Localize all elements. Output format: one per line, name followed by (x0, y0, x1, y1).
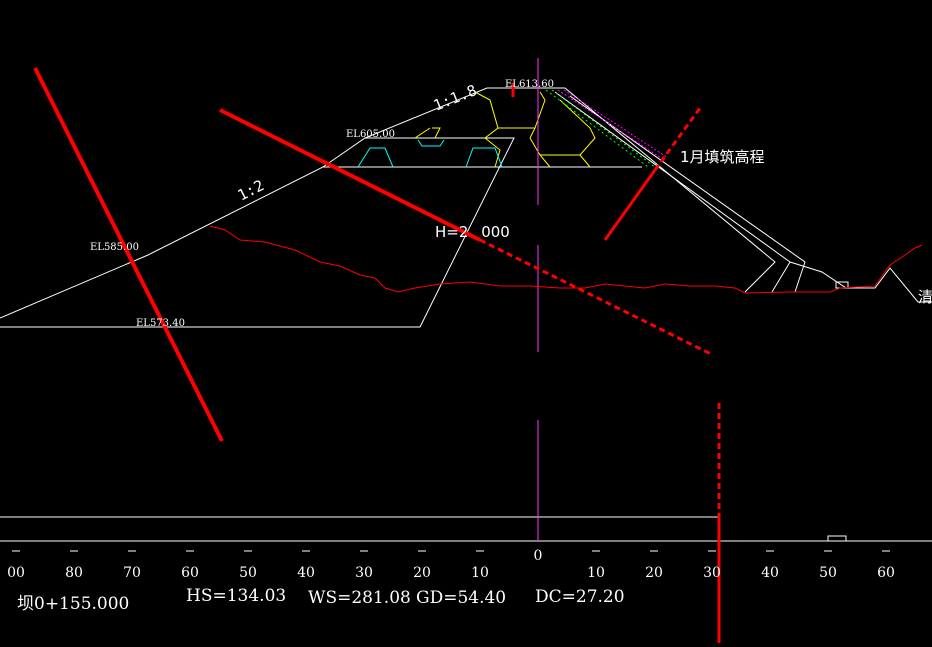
axis-tick-label-left-5: 40 (297, 565, 315, 581)
elevation-base-label: EL573.40 (136, 318, 185, 329)
downstream-slope-outer (540, 87, 776, 293)
dc-value: DC=27.20 (535, 587, 625, 607)
axis-ticks: 00 80 70 60 50 40 30 20 10 0 10 20 30 40 50 60 (7, 548, 895, 581)
ground-profile (209, 225, 923, 294)
axis-tick-label-left-0: 00 (7, 565, 25, 581)
height-label-end: 000 (481, 223, 510, 241)
station-label: 坝0+155.000 (17, 594, 129, 614)
axis-tick-label-left-2: 70 (123, 565, 141, 581)
right-edge-label: 清 (918, 288, 932, 306)
axis-tick-label-left-8: 10 (471, 565, 489, 581)
transition-zone (357, 139, 503, 168)
axis-tick-label-right-1: 10 (587, 565, 605, 581)
axis-marker-50 (827, 535, 847, 542)
ws-value: WS=281.08 (308, 588, 411, 608)
upper-slope-label: 1:1.8 (431, 81, 480, 115)
red-annotations (33, 67, 721, 643)
filter-strips (545, 89, 669, 168)
axis-tick-label-left-4: 50 (239, 565, 257, 581)
elevation-upper-berm-label: EL605.00 (346, 129, 395, 140)
axis-tick-label-left-1: 80 (65, 565, 83, 581)
axis-tick-label-right-6: 60 (877, 565, 895, 581)
gd-value: GD=54.40 (416, 588, 506, 608)
upstream-slope-line (0, 87, 540, 319)
downstream-toe (789, 261, 932, 303)
core-zone (414, 91, 596, 168)
axis-tick-label-right-3: 30 (703, 565, 721, 581)
axis-tick-label-right-2: 20 (645, 565, 663, 581)
axis-tick-label-left-7: 20 (413, 565, 431, 581)
axis-tick-label-right-5: 50 (819, 565, 837, 581)
axis-tick-label-right-0: 0 (534, 548, 543, 564)
axis-tick-label-right-4: 40 (761, 565, 779, 581)
elevation-top-label: EL613.60 (505, 79, 554, 90)
height-label: H=2 000 (435, 223, 510, 241)
lower-slope-label: 1:2 (235, 176, 267, 204)
height-label-start: H=2 (435, 223, 468, 241)
downstream-slope-mid (554, 91, 791, 293)
fill-month-label: 1月填筑高程 (680, 148, 765, 166)
axis-tick-label-left-3: 60 (181, 565, 199, 581)
downstream-slope-inner (569, 95, 806, 293)
axis-tick-label-left-6: 30 (355, 565, 373, 581)
dam-outline (0, 87, 932, 542)
hs-value: HS=134.03 (186, 586, 286, 606)
elevation-lower-berm-label: EL585.00 (90, 242, 139, 253)
